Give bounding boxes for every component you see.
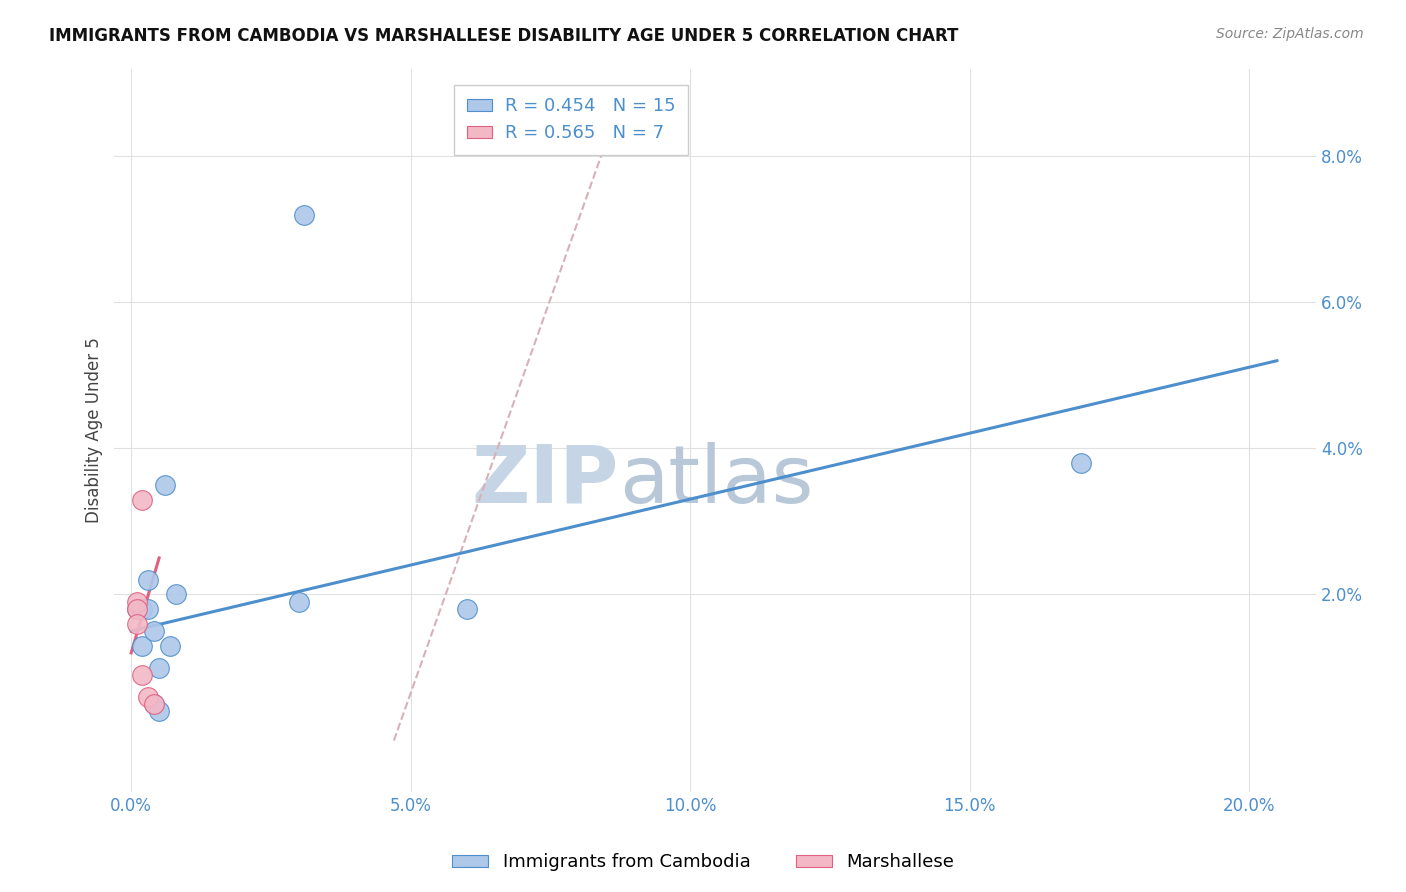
Point xyxy=(125,602,148,616)
Point xyxy=(125,616,148,631)
Point xyxy=(288,595,311,609)
Y-axis label: Disability Age Under 5: Disability Age Under 5 xyxy=(86,337,103,523)
Point xyxy=(148,660,170,674)
Point xyxy=(125,595,148,609)
Text: Source: ZipAtlas.com: Source: ZipAtlas.com xyxy=(1216,27,1364,41)
Point xyxy=(456,602,478,616)
Point xyxy=(159,639,181,653)
Point xyxy=(125,602,148,616)
Point xyxy=(142,697,165,711)
Point xyxy=(131,639,153,653)
Point xyxy=(136,573,159,587)
Point xyxy=(142,624,165,638)
Text: atlas: atlas xyxy=(619,442,814,520)
Point xyxy=(148,704,170,718)
Text: ZIP: ZIP xyxy=(472,442,619,520)
Legend: R = 0.454   N = 15, R = 0.565   N = 7: R = 0.454 N = 15, R = 0.565 N = 7 xyxy=(454,85,688,155)
Point xyxy=(131,492,153,507)
Point xyxy=(294,208,316,222)
Point xyxy=(136,602,159,616)
Point xyxy=(165,587,187,601)
Point xyxy=(131,602,153,616)
Point xyxy=(1070,456,1092,470)
Point xyxy=(153,478,176,492)
Point xyxy=(136,690,159,704)
Point xyxy=(142,697,165,711)
Point xyxy=(131,668,153,682)
Text: IMMIGRANTS FROM CAMBODIA VS MARSHALLESE DISABILITY AGE UNDER 5 CORRELATION CHART: IMMIGRANTS FROM CAMBODIA VS MARSHALLESE … xyxy=(49,27,959,45)
Legend: Immigrants from Cambodia, Marshallese: Immigrants from Cambodia, Marshallese xyxy=(444,847,962,879)
